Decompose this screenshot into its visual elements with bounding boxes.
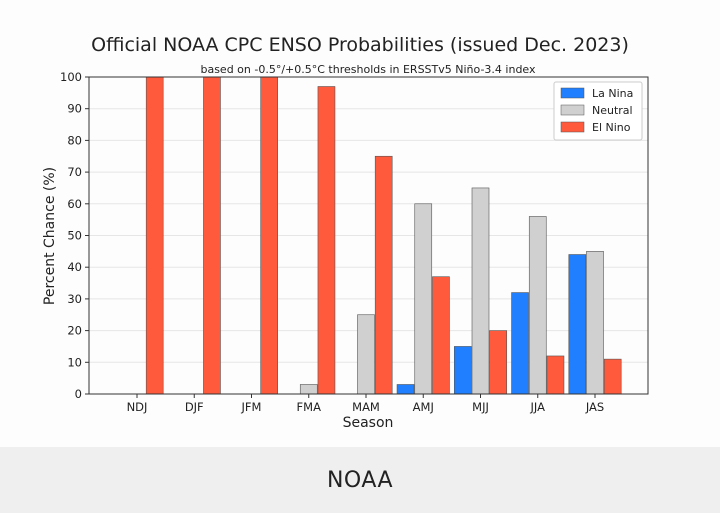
bar-neutral-amj [414,203,433,395]
bar-el-nino-djf [203,76,221,395]
y-tick-label: 70 [67,165,82,179]
x-tick-label: NDJ [127,400,148,414]
chart-title: Official NOAA CPC ENSO Probabilities (is… [91,34,629,56]
legend-label-neutral: Neutral [592,104,633,117]
bar-el-nino-jja [546,355,565,395]
y-tick-label: 90 [67,102,82,116]
x-tick-label: MJJ [472,400,489,414]
bar-neutral-jas [586,251,604,395]
x-tick-label: DJF [185,400,204,414]
legend-swatch-el-nino [560,121,585,133]
legend: La Nina Neutral El Nino [553,81,643,141]
y-axis-label: Percent Chance (%) [42,167,58,305]
bar-el-nino-fma [317,86,336,395]
legend-label-la-nina: La Nina [592,87,633,100]
y-tick-label: 20 [67,324,82,338]
y-tick-label: 100 [60,70,82,84]
bar-la-nina-mjj [453,346,472,395]
y-axis-ticks: 0 10 20 30 40 50 60 70 80 90 100 [60,70,89,401]
bar-el-nino-mam [374,155,393,395]
legend-swatch-la-nina [560,87,585,99]
bar-neutral-mam [357,314,375,395]
x-tick-label: JAS [585,400,604,414]
image-caption: NOAA [326,467,394,493]
x-tick-label: MAM [352,400,380,414]
bar-neutral-mjj [471,187,490,395]
bar-el-nino-ndj [145,76,164,395]
bar-el-nino-amj [432,276,450,395]
bar-la-nina-jas [568,254,587,395]
y-tick-label: 30 [67,292,82,306]
legend-swatch-neutral [560,104,585,116]
y-tick-label: 0 [75,387,82,401]
chart-subtitle: based on -0.5°/+0.5°C thresholds in ERSS… [200,63,536,76]
x-tick-label: JFM [241,400,262,414]
bar-el-nino-mjj [489,330,508,395]
y-tick-label: 10 [67,355,82,369]
x-tick-label: JJA [530,400,546,414]
bar-el-nino-jas [603,358,622,395]
x-tick-label: FMA [297,400,322,414]
bar-neutral-jja [528,216,547,395]
bar-la-nina-jja [511,292,529,395]
y-tick-label: 40 [67,260,82,274]
bar-neutral-fma [299,384,318,395]
enso-probability-chart: Official NOAA CPC ENSO Probabilities (is… [42,34,649,431]
y-tick-label: 80 [67,133,82,147]
caption-bar: NOAA [0,447,720,513]
bar-el-nino-jfm [260,76,279,395]
y-tick-label: 60 [67,197,82,211]
x-axis-label: Season [343,415,394,431]
x-tick-label: AMJ [413,400,434,414]
bars [145,76,622,395]
chart-figure: Official NOAA CPC ENSO Probabilities (is… [42,34,649,431]
bar-la-nina-amj [396,384,415,395]
legend-label-el-nino: El Nino [592,121,631,134]
y-tick-label: 50 [67,229,82,243]
x-axis-ticks: NDJ DJF JFM FMA MAM AMJ MJJ JJA JAS [127,394,604,414]
